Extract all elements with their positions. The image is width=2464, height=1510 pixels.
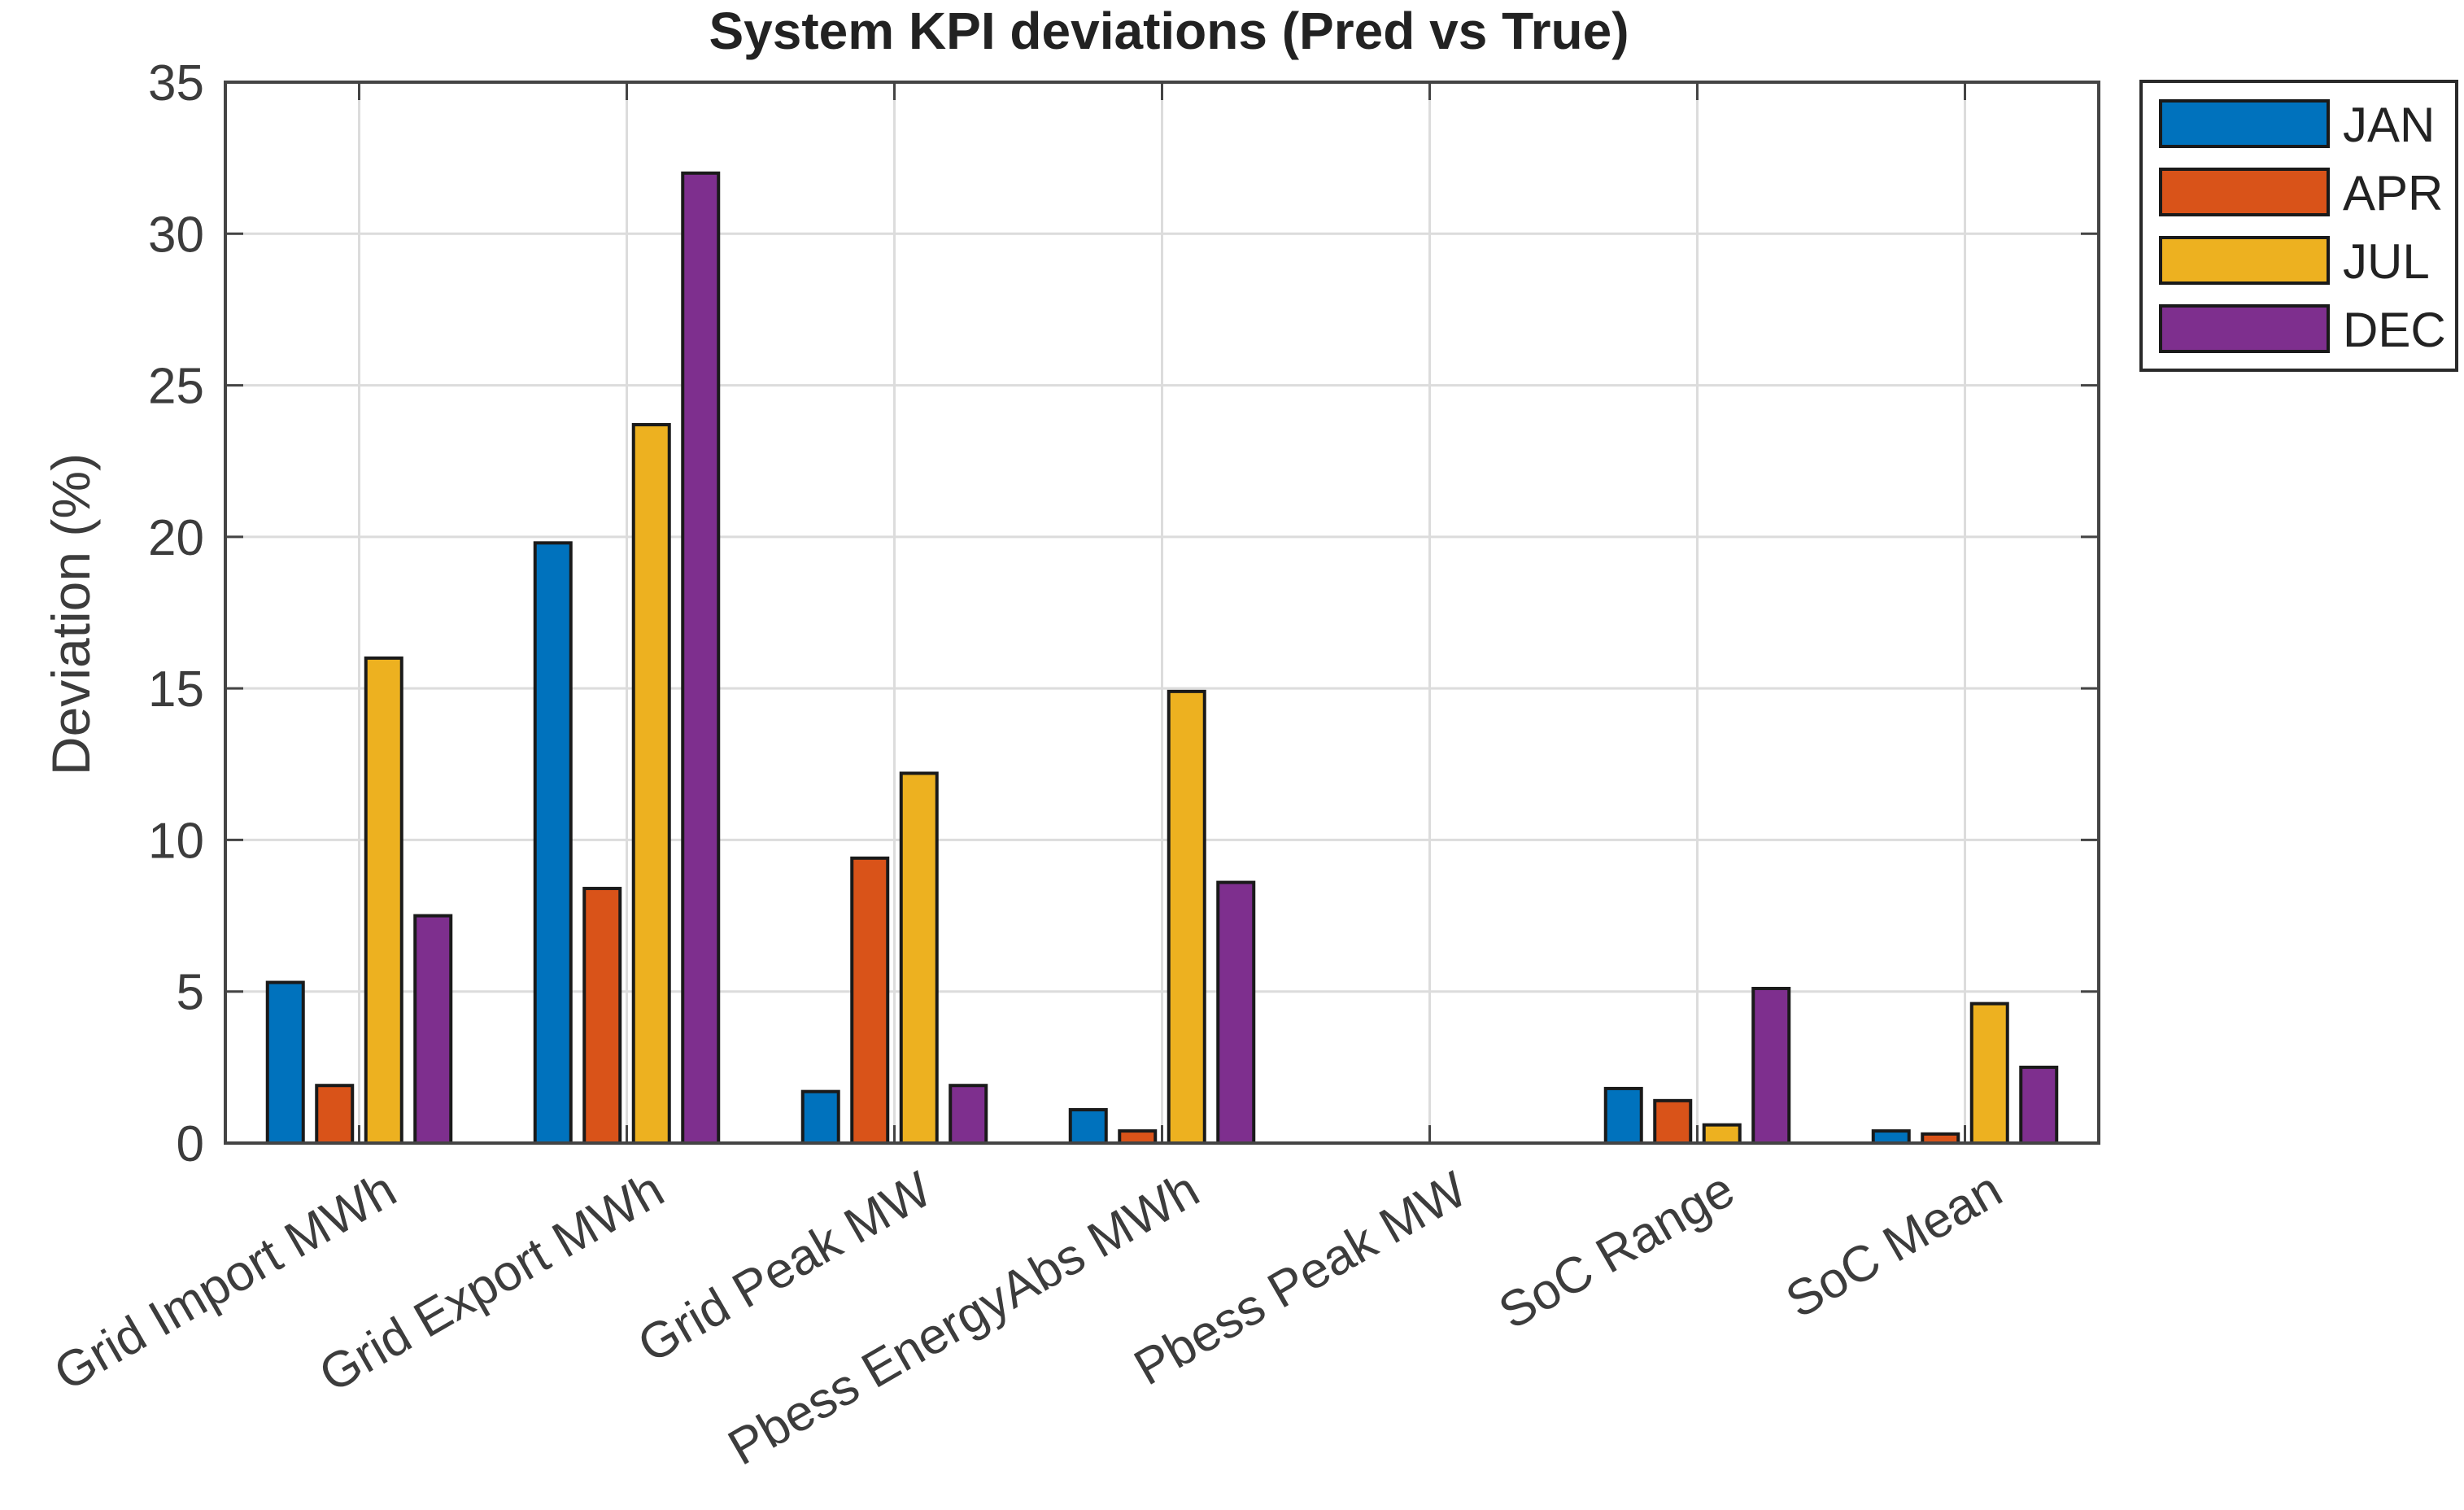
y-tick-label: 20	[148, 510, 204, 566]
bar-dec	[1751, 986, 1791, 1145]
bars-layer	[265, 171, 2059, 1146]
bar-jul	[631, 423, 671, 1145]
bar-apr	[1653, 1098, 1693, 1145]
legend-label: JUL	[2343, 234, 2430, 289]
bar-jul	[1167, 689, 1206, 1145]
y-tick-labels: 0 5 10 15 20 25 30 35	[148, 55, 204, 1172]
bar-apr	[315, 1084, 355, 1145]
y-tick-label: 30	[148, 207, 204, 263]
y-tick-label: 5	[177, 965, 204, 1021]
bar-jan	[1068, 1108, 1108, 1145]
legend-swatch	[2159, 304, 2330, 353]
legend-swatch	[2159, 168, 2330, 216]
legend-item-apr[interactable]: APR	[2159, 166, 2443, 220]
y-axis-label: Deviation (%)	[41, 453, 101, 775]
bar-jul	[1702, 1123, 1742, 1146]
bar-dec	[1216, 880, 1256, 1146]
bar-jan	[1603, 1086, 1643, 1145]
bar-dec	[413, 914, 453, 1145]
bar-apr	[582, 887, 622, 1146]
legend-label: APR	[2343, 166, 2443, 220]
legend-item-jul[interactable]: JUL	[2159, 234, 2430, 289]
y-tick-label: 35	[148, 55, 204, 111]
y-tick-label: 10	[148, 813, 204, 869]
bar-jan	[800, 1089, 840, 1145]
plot-area-border	[224, 81, 2100, 1145]
y-tick-label: 0	[177, 1116, 204, 1172]
bar-apr	[850, 856, 890, 1145]
bar-jan	[533, 541, 573, 1145]
legend-swatch	[2159, 236, 2330, 285]
legend-item-dec[interactable]: DEC	[2159, 303, 2446, 357]
bar-jul	[899, 771, 939, 1145]
bar-dec	[2019, 1065, 2059, 1146]
bar-apr	[1118, 1129, 1158, 1146]
legend-label: DEC	[2343, 303, 2446, 357]
bar-jan	[1871, 1129, 1911, 1146]
legend-label: JAN	[2343, 98, 2435, 152]
bar-dec	[681, 171, 721, 1145]
legend-item-jan[interactable]: JAN	[2159, 98, 2435, 152]
y-tick-label: 25	[148, 359, 204, 415]
y-tick-label: 15	[148, 661, 204, 718]
axes	[224, 81, 2100, 1145]
bar-jul	[1969, 1002, 2009, 1146]
legend[interactable]: JAN APR JUL DEC	[2139, 80, 2458, 372]
legend-swatch	[2159, 99, 2330, 148]
bar-jan	[265, 980, 305, 1145]
chart-title: System KPI deviations (Pred vs True)	[709, 2, 1629, 60]
bar-dec	[949, 1084, 988, 1145]
bar-jul	[364, 656, 403, 1145]
